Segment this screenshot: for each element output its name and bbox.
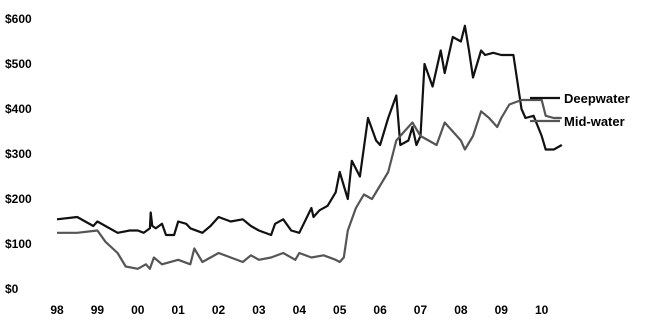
legend-label-deepwater: Deepwater <box>564 91 630 106</box>
x-tick-label-5: 03 <box>252 303 266 317</box>
x-tick-label-8: 06 <box>373 303 387 317</box>
x-tick-label-3: 01 <box>171 303 185 317</box>
y-tick-label-2: $200 <box>5 192 32 206</box>
x-tick-label-11: 09 <box>495 303 509 317</box>
y-tick-label-1: $100 <box>5 237 32 251</box>
y-tick-label-3: $300 <box>5 147 32 161</box>
y-tick-label-4: $400 <box>5 102 32 116</box>
series-line-mid-water <box>57 98 562 270</box>
legend: Deepwater Mid-water <box>530 91 630 129</box>
y-tick-label-5: $500 <box>5 57 32 71</box>
x-tick-label-7: 05 <box>333 303 347 317</box>
x-tick-label-10: 08 <box>454 303 468 317</box>
legend-label-mid-water: Mid-water <box>564 114 625 129</box>
x-axis-tick-labels: 98 99 00 01 02 03 04 05 06 07 08 09 10 <box>50 303 548 317</box>
series-lines <box>56 24 563 270</box>
x-tick-label-4: 02 <box>212 303 226 317</box>
x-tick-label-12: 10 <box>535 303 549 317</box>
x-tick-label-2: 00 <box>131 303 145 317</box>
y-tick-label-6: $600 <box>5 12 32 26</box>
y-tick-label-0: $0 <box>5 282 19 296</box>
series-line-deepwater <box>56 24 563 237</box>
x-tick-label-1: 99 <box>91 303 105 317</box>
x-tick-label-9: 07 <box>414 303 428 317</box>
x-tick-label-0: 98 <box>50 303 64 317</box>
x-tick-label-6: 04 <box>293 303 307 317</box>
y-axis-tick-labels: $0 $100 $200 $300 $400 $500 $600 <box>5 12 32 296</box>
